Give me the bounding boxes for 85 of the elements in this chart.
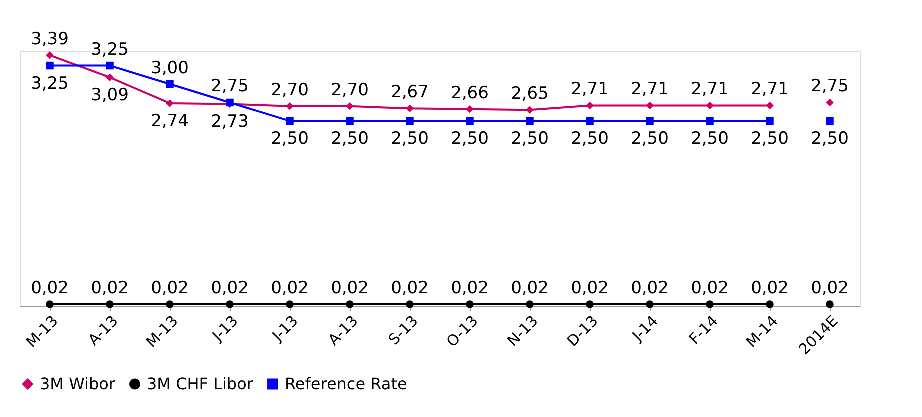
data-label: 2,75 bbox=[811, 76, 849, 97]
point bbox=[646, 300, 654, 308]
data-label: 0,02 bbox=[91, 278, 129, 299]
point bbox=[286, 102, 294, 110]
point bbox=[46, 52, 54, 60]
data-label: 0,02 bbox=[151, 278, 189, 299]
point bbox=[526, 106, 534, 114]
legend-label: 3M Wibor bbox=[40, 374, 116, 394]
data-label: 2,71 bbox=[751, 80, 789, 100]
point bbox=[706, 117, 714, 126]
point bbox=[526, 117, 534, 126]
point bbox=[106, 74, 114, 82]
point bbox=[466, 300, 474, 308]
point bbox=[46, 300, 54, 308]
data-label: 0,02 bbox=[631, 278, 669, 299]
data-label: 2,66 bbox=[451, 83, 489, 104]
data-label: 2,70 bbox=[331, 80, 369, 100]
data-label: 3,25 bbox=[31, 74, 69, 94]
data-label: 0,02 bbox=[811, 278, 849, 299]
point bbox=[166, 300, 174, 308]
data-label: 0,02 bbox=[211, 278, 249, 299]
data-label: 3,39 bbox=[31, 29, 69, 50]
point bbox=[766, 117, 774, 126]
data-label: 2,71 bbox=[631, 80, 669, 100]
data-label: 2,50 bbox=[571, 129, 609, 150]
point bbox=[766, 300, 774, 308]
data-label: 2,50 bbox=[631, 129, 669, 150]
data-label: 2,50 bbox=[511, 129, 549, 150]
point bbox=[826, 300, 834, 308]
point bbox=[706, 102, 714, 110]
data-label: 2,74 bbox=[151, 111, 189, 132]
data-label: 0,02 bbox=[751, 278, 789, 299]
data-label: 3,09 bbox=[91, 86, 129, 106]
data-label: 2,67 bbox=[391, 82, 429, 103]
data-label: 0,02 bbox=[451, 278, 489, 299]
legend-label: 3M CHF Libor bbox=[147, 374, 254, 394]
point bbox=[826, 117, 834, 126]
data-label: 2,50 bbox=[331, 129, 369, 150]
data-label: 2,50 bbox=[691, 129, 729, 150]
point bbox=[406, 300, 414, 308]
data-label: 0,02 bbox=[571, 278, 609, 299]
point bbox=[346, 300, 354, 308]
data-label: 2,50 bbox=[451, 129, 489, 150]
data-label: 2,71 bbox=[691, 80, 729, 100]
data-label: 2,71 bbox=[571, 80, 609, 100]
data-label: 2,75 bbox=[211, 76, 249, 97]
data-label: 0,02 bbox=[331, 278, 369, 299]
data-label: 0,02 bbox=[31, 278, 69, 299]
point bbox=[106, 300, 114, 308]
point bbox=[646, 117, 654, 126]
point bbox=[586, 300, 594, 308]
data-label: 0,02 bbox=[391, 278, 429, 299]
point bbox=[406, 104, 414, 113]
data-label: 2,65 bbox=[511, 84, 549, 104]
data-label: 2,50 bbox=[271, 129, 309, 150]
data-label: 0,02 bbox=[511, 278, 549, 299]
data-label: 0,02 bbox=[271, 278, 309, 299]
point bbox=[166, 80, 174, 88]
point bbox=[466, 117, 474, 126]
data-label: 2,73 bbox=[211, 112, 249, 132]
data-label: 3,25 bbox=[91, 40, 129, 60]
point bbox=[586, 117, 594, 126]
data-label: 2,50 bbox=[751, 129, 789, 150]
data-label: 3,00 bbox=[151, 58, 189, 78]
point bbox=[346, 102, 354, 110]
point bbox=[526, 300, 534, 308]
point bbox=[826, 98, 834, 107]
data-label: 0,02 bbox=[691, 278, 729, 299]
point bbox=[766, 102, 774, 110]
point bbox=[286, 117, 294, 126]
legend-label: Reference Rate bbox=[285, 374, 408, 394]
point bbox=[466, 106, 474, 114]
point bbox=[286, 300, 294, 308]
point bbox=[646, 102, 654, 110]
point bbox=[226, 300, 234, 308]
point bbox=[46, 62, 54, 70]
point bbox=[406, 117, 414, 126]
point bbox=[586, 102, 594, 110]
point bbox=[346, 117, 354, 126]
data-label: 2,70 bbox=[271, 80, 309, 100]
point bbox=[166, 100, 174, 108]
data-label: 2,50 bbox=[811, 129, 849, 150]
point bbox=[106, 62, 114, 70]
point bbox=[706, 300, 714, 308]
data-label: 2,50 bbox=[391, 129, 429, 150]
